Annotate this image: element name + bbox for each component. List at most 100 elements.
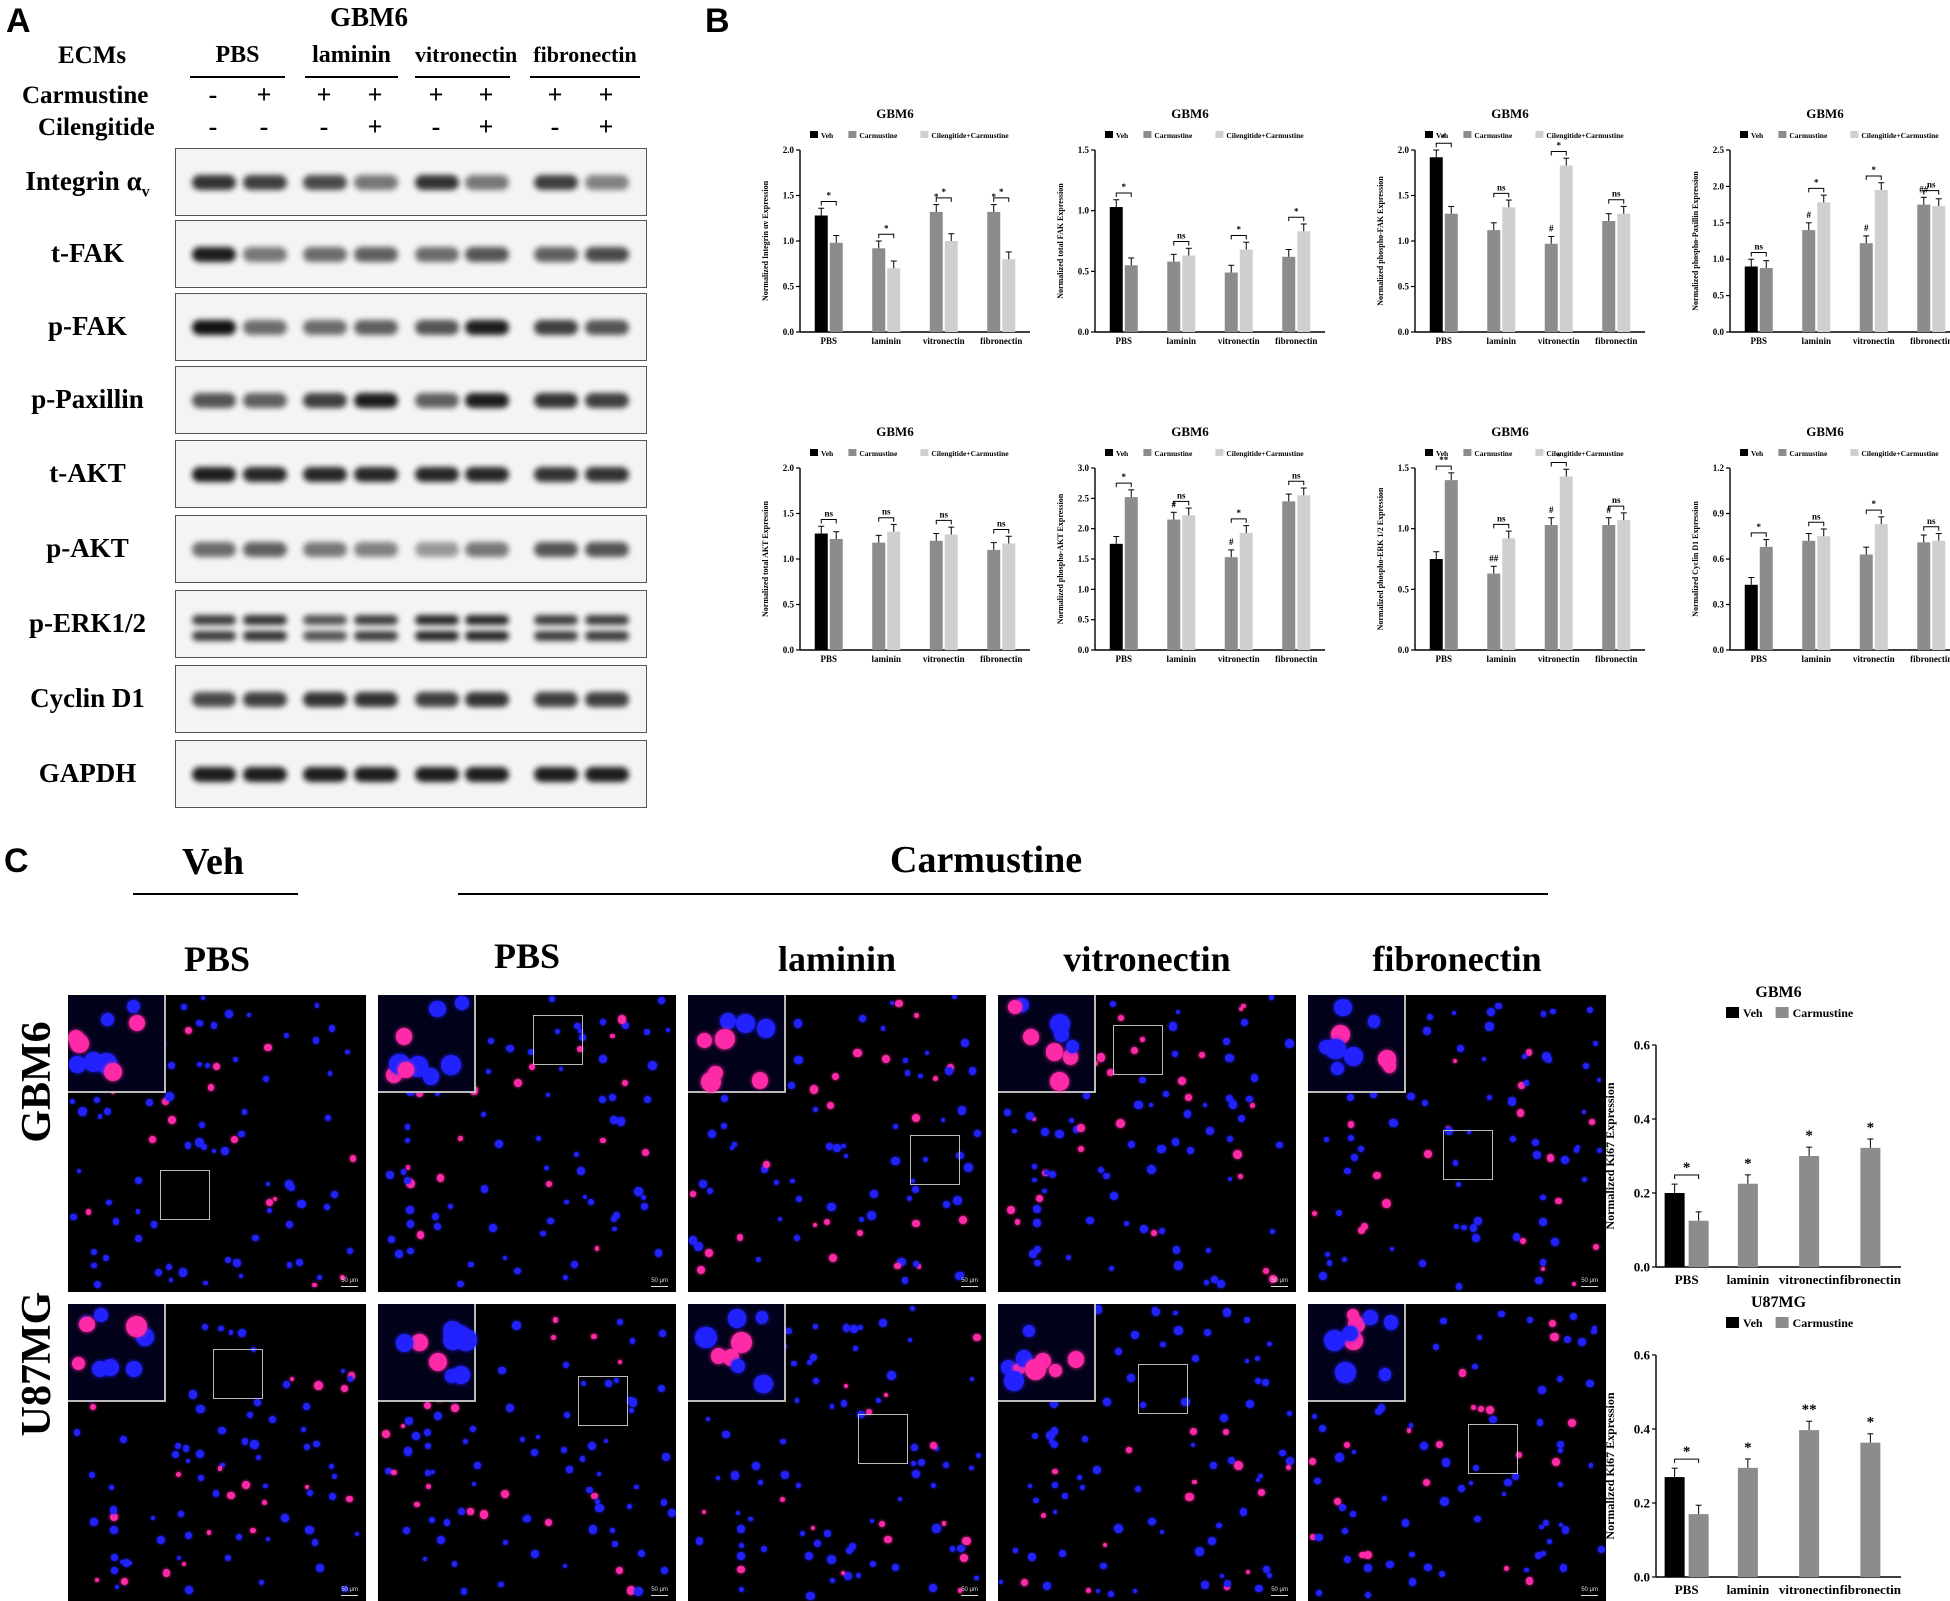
nucleus [814,1539,822,1547]
nucleus [875,1397,882,1404]
nucleus [201,1144,207,1150]
scale-bar: 50 μm [961,1587,978,1596]
nucleus [1388,1118,1398,1128]
nucleus [1082,1436,1088,1442]
nucleus [1542,1519,1550,1527]
nucleus [227,1492,235,1500]
nucleus [95,1577,100,1582]
nucleus [1406,1428,1412,1433]
nucleus [928,1584,938,1593]
significance-bracket [1674,1174,1700,1179]
nucleus-zoomed [736,1014,755,1033]
nucleus [198,1474,205,1481]
nucleus [800,1531,806,1537]
nucleus-zoomed [1378,1368,1392,1381]
legend-label: Carmustine [1789,131,1828,140]
nucleus [846,1547,854,1554]
nucleus-zoomed [1363,1310,1378,1325]
x-tick-label: vitronectin [1218,654,1260,664]
nucleus [237,1328,247,1338]
blot-band [354,767,398,782]
nucleus [883,1392,888,1397]
x-tick-label: laminin [871,336,901,346]
nucleus [918,1073,923,1079]
nucleus [1512,1232,1521,1241]
nucleus [282,1380,290,1388]
nucleus [1171,1137,1180,1146]
blot-band [585,393,629,408]
bar [1002,259,1016,332]
nucleus [841,1570,846,1576]
nucleus [1216,1279,1226,1289]
nucleus [641,1148,650,1156]
significance-mark: * [1744,1156,1752,1172]
bar [1487,573,1501,650]
nucleus [957,1588,963,1593]
micrograph: 50 μm [998,1304,1296,1601]
nucleus [1590,1328,1597,1335]
legend-label: Carmustine [859,449,898,458]
legend-label: Cilengitide+Carmustine [1546,449,1624,458]
nucleus-zoomed [395,1028,413,1045]
nucleus [732,1142,737,1147]
wb-row-label: p-Paxillin [31,384,144,414]
nucleus [262,1076,269,1083]
nucleus [658,997,665,1004]
nucleus-zoomed [1008,999,1023,1014]
nucleus [910,1444,918,1452]
nucleus-zoomed [720,1012,737,1029]
nucleus [654,1249,663,1257]
nucleus-zoomed [1025,1358,1047,1381]
significance-mark: * [942,187,947,197]
nucleus [112,1218,120,1225]
nucleus [1098,1166,1105,1173]
nucleus [1257,1488,1266,1497]
nucleus [1482,1056,1487,1061]
nucleus [1286,1465,1291,1471]
nucleus [1100,1562,1107,1570]
blot-band [585,692,629,707]
nucleus [110,1506,118,1514]
wb-carmustine-label: Carmustine [22,82,149,109]
y-tick-label: 0.0 [1398,327,1410,337]
nucleus [514,1267,521,1274]
blot-strip [175,440,647,508]
scale-bar: 50 μm [1271,1278,1288,1287]
nucleus [422,1557,427,1562]
nucleus-zoomed [755,1311,769,1324]
nucleus [434,1222,442,1231]
nucleus [437,1174,445,1182]
nucleus [866,1211,876,1221]
nucleus [859,1216,864,1222]
nucleus [162,1569,171,1578]
nucleus [595,1504,604,1513]
nucleus [610,1033,615,1039]
nucleus [412,1431,421,1440]
nucleus [1028,1484,1033,1489]
nucleus-zoomed [710,1348,727,1364]
nucleus [1408,1577,1417,1586]
nucleus [612,1211,620,1219]
legend-swatch [1726,1317,1739,1328]
nucleus [1031,1116,1037,1122]
wb-carmustine-sign: + [316,80,332,109]
nucleus [998,1579,1004,1585]
significance-mark: * [1744,1440,1752,1456]
nucleus [1507,1097,1517,1107]
blot-band [354,393,398,408]
nucleus [1117,1015,1124,1022]
nucleus [869,1518,874,1523]
nucleus [1246,1095,1253,1102]
significance-mark: * [1814,177,1819,187]
nucleus [878,1319,887,1328]
nucleus [1540,1550,1547,1557]
nucleus [307,1489,314,1496]
blot-band [354,467,398,482]
nucleus [1262,1268,1269,1275]
nucleus [1343,1441,1350,1448]
legend-swatch [920,131,929,138]
significance-bracket [993,529,1010,534]
bar [1917,204,1931,332]
nucleus [423,1401,432,1410]
bar [929,540,943,650]
